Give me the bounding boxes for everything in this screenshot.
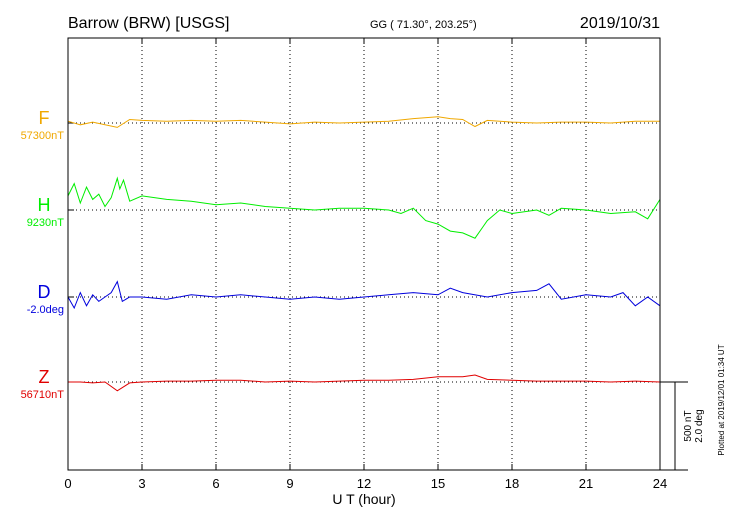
- scale-deg-label: 2.0 deg: [694, 409, 705, 442]
- x-tick-label-6: 6: [212, 476, 219, 491]
- series-baseline-label-F: 57300nT: [21, 130, 65, 142]
- x-tick-label-18: 18: [505, 476, 519, 491]
- scale-nt-label: 500 nT: [683, 410, 694, 441]
- x-tick-label-3: 3: [138, 476, 145, 491]
- x-axis-ticks: 0 3 6 9 12 15 18 21 24: [64, 38, 667, 491]
- x-tick-label-0: 0: [64, 476, 71, 491]
- series-baseline-label-D: -2.0deg: [27, 304, 64, 316]
- scale-bar: 500 nT 2.0 deg: [660, 381, 705, 471]
- series-name-D: D: [38, 282, 51, 302]
- series-lines: [67, 116, 661, 392]
- x-tick-label-24: 24: [653, 476, 667, 491]
- series-line-Z: [68, 374, 661, 392]
- date-label: 2019/10/31: [580, 15, 660, 32]
- x-tick-label-21: 21: [579, 476, 593, 491]
- series-line-F: [67, 116, 660, 128]
- series-baseline-label-H: 9230nT: [27, 217, 65, 229]
- series-labels: F 57300nT H 9230nT D -2.0deg Z 56710nT: [21, 108, 65, 401]
- x-tick-label-12: 12: [357, 476, 371, 491]
- x-tick-label-15: 15: [431, 476, 445, 491]
- vertical-gridlines: [141, 38, 587, 470]
- series-baseline-label-Z: 56710nT: [21, 389, 65, 401]
- series-name-H: H: [38, 195, 51, 215]
- series-line-D: [67, 280, 661, 310]
- series-name-Z: Z: [39, 367, 50, 387]
- x-axis-label: U T (hour): [332, 491, 395, 507]
- series-baselines: [68, 122, 660, 383]
- coordinates-label: GG ( 71.30°, 203.25°): [370, 19, 477, 31]
- station-title: Barrow (BRW) [USGS]: [68, 15, 230, 32]
- series-name-F: F: [39, 108, 50, 128]
- series-line-H: [67, 176, 661, 239]
- x-tick-label-9: 9: [286, 476, 293, 491]
- plotted-timestamp: Plotted at 2019/12/01 01:34 UT: [717, 344, 726, 455]
